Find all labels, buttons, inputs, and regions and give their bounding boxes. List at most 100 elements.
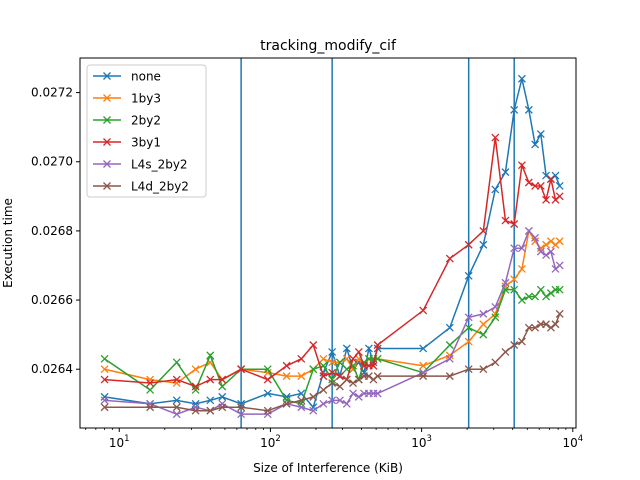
data-point [100,396,109,405]
data-point [354,347,363,356]
data-point [191,399,200,408]
data-point [501,216,510,225]
data-point [263,375,272,384]
data-point [524,226,533,235]
data-point [263,406,272,415]
legend-item: 2by2 [93,114,161,128]
data-point [328,368,337,377]
data-point [297,372,306,381]
data-point [100,375,109,384]
data-point [218,399,227,408]
data-point [479,240,488,249]
data-point [349,379,358,388]
data-point [328,358,337,367]
data-point [419,306,428,315]
reference-lines [240,58,515,428]
data-point [536,285,545,294]
data-point [517,296,526,305]
data-point [555,261,564,270]
data-point [319,354,328,363]
data-point [546,289,555,298]
data-point [445,323,454,332]
data-point [218,392,227,401]
data-point [555,181,564,190]
x-tick-label: 101 [109,434,130,450]
data-point [524,323,533,332]
data-point [191,365,200,374]
data-point [100,392,109,401]
data-point [342,399,351,408]
data-point [191,386,200,394]
data-point [419,344,428,353]
series-l4s-2by2 [100,226,564,419]
data-point [237,365,246,374]
data-point [263,389,272,398]
data-point [354,375,363,384]
data-point [546,247,555,256]
data-point [491,358,500,367]
data-point [555,237,564,246]
data-point [542,195,551,204]
data-point [172,410,181,419]
data-point [491,133,500,142]
data-point [146,375,155,384]
data-point [546,237,555,246]
data-point [342,344,351,353]
data-point [445,354,454,363]
data-point [335,382,344,391]
data-point [335,372,344,381]
data-point [328,347,337,356]
data-point [531,140,540,149]
y-tick-label: 0.0266 [31,293,73,307]
x-tick-label: 104 [562,434,583,450]
data-point [510,244,519,253]
data-point [319,372,328,381]
data-point [531,323,540,332]
data-point [479,309,488,318]
series-3by1 [100,133,564,391]
legend-label: L4s_2by2 [131,158,188,172]
x-tick-label: 102 [260,434,281,450]
series-l4d-2by2 [100,309,564,415]
data-point [237,399,246,408]
data-point [373,372,382,381]
legend-item: 1by3 [93,92,161,106]
legend-marker [103,72,111,80]
data-point [531,181,540,190]
data-point [191,382,200,391]
data-point [100,354,109,363]
data-point [349,389,358,398]
data-point [510,341,519,349]
data-point [517,264,526,273]
data-point [172,403,181,412]
data-point [100,403,109,412]
data-point [419,372,428,381]
data-point [536,130,545,139]
data-point [464,313,473,322]
data-point [536,247,545,256]
series-line [104,313,561,412]
data-point [218,403,227,412]
data-point [510,275,519,284]
data-point [146,399,155,408]
data-point [464,323,473,332]
data-point [536,181,545,190]
data-point [369,361,378,370]
y-tick-label: 0.0272 [31,86,73,100]
legend-label: L4d_2by2 [131,180,189,194]
data-point [206,351,215,360]
data-point [263,368,272,377]
data-point [263,410,272,419]
data-point [464,365,473,374]
data-point [555,192,564,201]
data-point [172,396,181,405]
data-point [510,105,519,114]
data-point [218,375,227,384]
data-point [335,358,344,367]
data-point [309,341,318,349]
data-point [517,244,526,253]
y-axis: 0.0264 0.0266 0.0268 0.0270 0.0272 [31,86,80,376]
data-point [263,365,272,374]
data-point [517,74,526,83]
legend-item: L4s_2by2 [93,158,188,172]
